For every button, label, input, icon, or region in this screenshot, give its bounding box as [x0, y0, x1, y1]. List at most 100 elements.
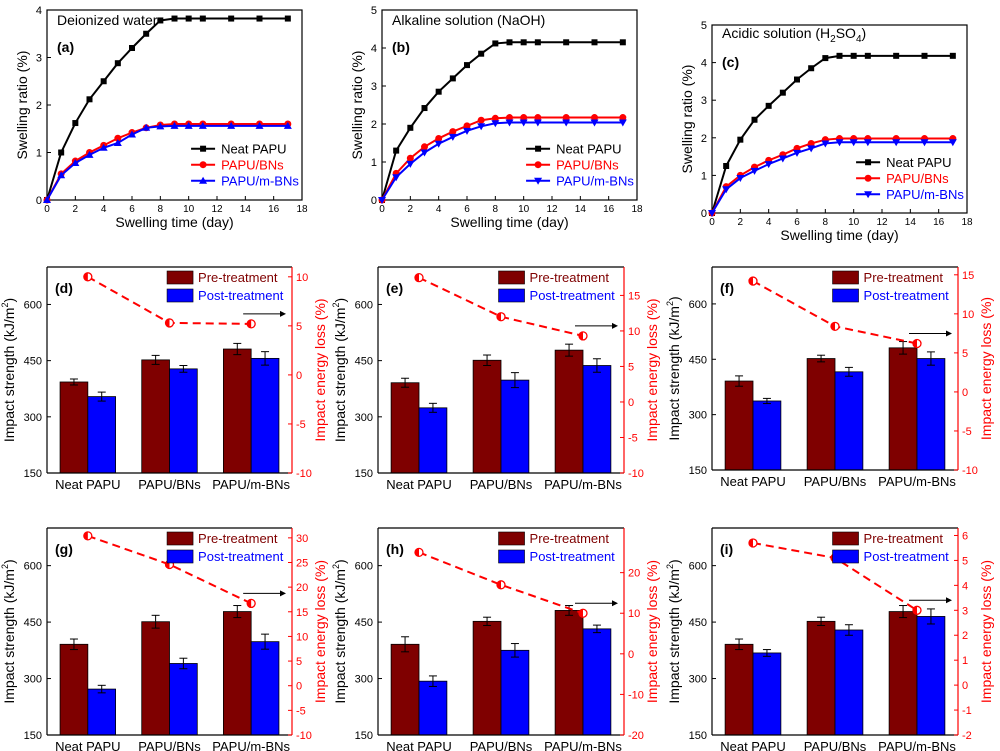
data-point — [114, 134, 122, 142]
panel-label: (c) — [722, 54, 739, 70]
data-point — [920, 139, 929, 147]
loss-point-fill — [579, 331, 583, 340]
category-label: Neat PAPU — [386, 477, 452, 492]
y-label-superscript: 2 — [331, 564, 341, 569]
loss-point-fill — [165, 318, 170, 327]
y-label-superscript: 2 — [0, 564, 10, 569]
data-point — [794, 76, 800, 83]
y-tick-label: 600 — [689, 299, 707, 311]
x-axis-label: Swelling time (day) — [450, 214, 568, 230]
x-tick-label: 12 — [546, 204, 558, 215]
data-point — [736, 175, 745, 183]
data-point — [506, 39, 513, 46]
data-point — [893, 52, 900, 59]
category-label: PAPU/m-BNs — [544, 739, 622, 751]
data-point — [156, 122, 165, 130]
y-tick-label: 2 — [36, 100, 42, 112]
x-tick-label: 18 — [961, 217, 973, 228]
y-tick-label: 450 — [689, 354, 707, 366]
legend-label: PAPU/BNs — [221, 158, 284, 173]
x-tick-label: 10 — [518, 204, 530, 215]
bar — [724, 643, 754, 736]
y2-tick-label: 4 — [962, 580, 968, 592]
axis-arrow-head — [280, 590, 286, 597]
data-point — [492, 40, 499, 47]
title-part: ) — [862, 25, 867, 41]
data-point — [100, 78, 107, 85]
panel-label: (d) — [55, 280, 73, 296]
legend-label: Neat PAPU — [556, 142, 622, 157]
y-axis-label: Impact strength (kJ/m2) — [331, 298, 348, 442]
data-point — [808, 65, 815, 72]
y-tick-label: 600 — [355, 299, 373, 311]
loss-point-fill — [831, 322, 835, 331]
y-tick-label: 150 — [24, 468, 42, 480]
data-point — [948, 139, 957, 147]
y2-tick-label: 5 — [296, 321, 302, 333]
category-label: Neat PAPU — [55, 739, 121, 751]
loss-point-fill — [913, 339, 917, 348]
data-point — [157, 17, 164, 24]
data-point — [765, 102, 772, 109]
loss-point-fill — [83, 531, 88, 540]
y-tick-label: 5 — [701, 20, 707, 32]
data-point — [99, 143, 108, 151]
title-part: SO — [836, 25, 856, 41]
y2-tick-label: 5 — [962, 348, 968, 360]
y2-tick-label: -1 — [962, 705, 972, 717]
y2-tick-label: 10 — [296, 272, 308, 284]
axis-arrow-head — [612, 322, 618, 329]
y-tick-label: 4 — [701, 58, 707, 70]
x-tick-label: 4 — [101, 204, 107, 215]
y-tick-label: 4 — [371, 43, 377, 55]
x-tick-label: 8 — [158, 204, 164, 215]
y2-tick-label: 10 — [296, 631, 308, 643]
data-point — [71, 158, 80, 166]
bar — [418, 680, 448, 736]
chart-title: Acidic solution (H2SO4) — [722, 25, 866, 45]
legend-swatch — [832, 549, 859, 564]
bar — [582, 365, 612, 474]
data-point — [198, 121, 207, 129]
loss-line — [418, 276, 584, 337]
bar — [752, 400, 782, 471]
category-label: Neat PAPU — [720, 739, 786, 751]
x-tick-label: 12 — [876, 217, 888, 228]
data-point — [283, 121, 292, 129]
y-label-text: Impact strength — [1, 342, 17, 442]
bar — [582, 628, 612, 736]
data-point — [228, 15, 235, 22]
legend-swatch — [832, 270, 859, 285]
data-point — [505, 119, 514, 127]
y-tick-label: 150 — [355, 730, 373, 742]
y-tick-label: 4 — [36, 5, 42, 17]
data-point — [591, 114, 598, 122]
y-tick-label: 3 — [36, 53, 42, 65]
legend-marker — [864, 191, 873, 199]
y2-tick-label: 30 — [296, 533, 308, 545]
y2-axis-label: Impact energy loss (%) — [644, 560, 660, 703]
x-tick-label: 8 — [823, 217, 829, 228]
x-axis-label: Swelling time (day) — [115, 214, 233, 230]
legend-label: Post-treatment — [198, 288, 284, 303]
y-tick-label: 3 — [701, 95, 707, 107]
bar — [834, 629, 864, 736]
bar — [59, 381, 89, 474]
y2-tick-label: 0 — [962, 680, 968, 692]
bar — [222, 611, 252, 736]
bar — [554, 349, 584, 474]
bar — [59, 643, 89, 736]
legend-label: Pre-treatment — [530, 270, 610, 285]
data-point — [807, 139, 815, 147]
legend-label: Post-treatment — [530, 288, 616, 303]
data-point — [708, 210, 716, 217]
x-tick-label: 4 — [766, 217, 772, 228]
bar — [390, 643, 420, 736]
y-tick-label: 600 — [24, 561, 42, 573]
bar-chart-7: Neat PAPU PAPU/BNs PAPU/m-BNs 150 300 450 600 -… — [331, 527, 660, 751]
data-point — [407, 124, 414, 131]
data-point — [463, 122, 471, 130]
x-tick-label: 16 — [268, 204, 280, 215]
